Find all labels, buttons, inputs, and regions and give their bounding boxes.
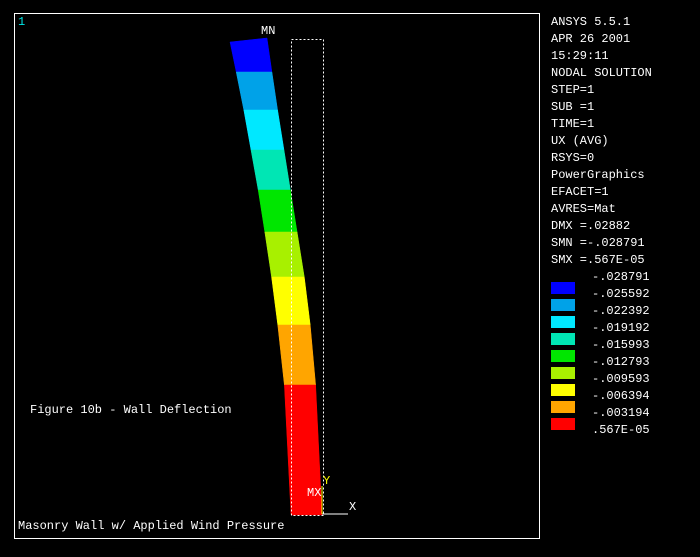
info-panel: ANSYS 5.5.1 APR 26 2001 15:29:11 NODAL SOLU… (551, 15, 652, 267)
info-line: EFACET=1 (551, 185, 609, 199)
info-line: 15:29:11 (551, 49, 609, 63)
legend-swatch (551, 333, 575, 345)
legend-label: -.019192 (592, 321, 650, 335)
legend-swatch (551, 401, 575, 413)
info-line: NODAL SOLUTION (551, 66, 652, 80)
legend-label: -.006394 (592, 389, 650, 403)
info-line: PowerGraphics (551, 168, 645, 182)
info-line: AVRES=Mat (551, 202, 616, 216)
legend-label: -.015993 (592, 338, 650, 352)
wall-band (271, 276, 311, 326)
info-line: RSYS=0 (551, 151, 594, 165)
wall-band (250, 149, 291, 191)
info-line: UX (AVG) (551, 134, 609, 148)
legend-swatch (551, 384, 575, 396)
legend-swatch (551, 367, 575, 379)
info-line: SMN =-.028791 (551, 236, 645, 250)
plot-title: Masonry Wall w/ Applied Wind Pressure (18, 519, 284, 533)
viewport-border (14, 13, 540, 539)
wall-band (264, 231, 305, 278)
legend-label: -.009593 (592, 372, 650, 386)
figure-caption: Figure 10b - Wall Deflection (30, 403, 232, 417)
info-line: APR 26 2001 (551, 32, 630, 46)
info-line: DMX =.02882 (551, 219, 630, 233)
legend-label: -.028791 (592, 270, 650, 284)
legend-label: -.012793 (592, 355, 650, 369)
legend-swatch (551, 418, 575, 430)
legend-label: -.025592 (592, 287, 650, 301)
info-line: ANSYS 5.5.1 (551, 15, 630, 29)
legend-swatch (551, 282, 575, 294)
legend-swatch (551, 299, 575, 311)
legend-swatch (551, 316, 575, 328)
deformed-wall (229, 37, 323, 516)
max-marker: MX (307, 486, 321, 500)
wall-band (243, 109, 285, 151)
undeformed-outline (291, 39, 324, 516)
x-axis-label: X (349, 500, 356, 514)
contour-legend: -.028791 -.025592 -.022392 -.019192 -.015993… (551, 270, 650, 437)
wall-band (277, 324, 316, 386)
info-line: SUB =1 (551, 100, 594, 114)
info-line: SMX =.567E-05 (551, 253, 645, 267)
info-line: STEP=1 (551, 83, 594, 97)
info-line: TIME=1 (551, 117, 594, 131)
y-axis-label: Y (323, 474, 330, 488)
legend-label: .567E-05 (592, 423, 650, 437)
wall-band (229, 37, 273, 73)
legend-label: -.022392 (592, 304, 650, 318)
legend-label: -.003194 (592, 406, 650, 420)
window-number: 1 (18, 15, 25, 29)
legend-swatch (551, 350, 575, 362)
min-marker: MN (261, 24, 275, 38)
wall-band (235, 71, 278, 111)
